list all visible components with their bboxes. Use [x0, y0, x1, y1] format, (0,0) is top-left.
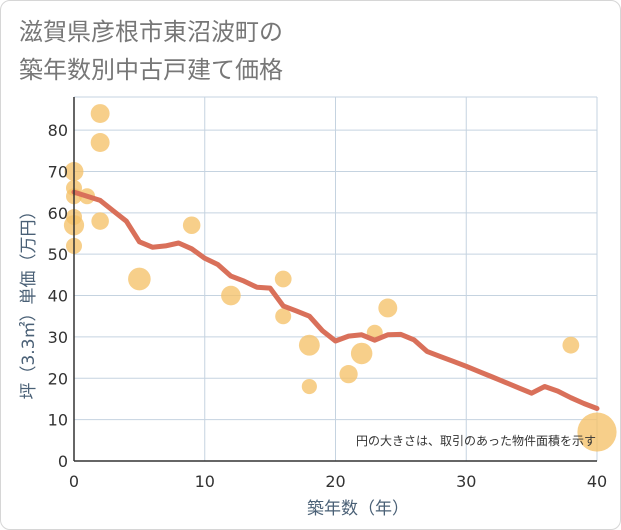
bubble-point — [562, 336, 580, 354]
x-tick-label: 0 — [69, 472, 79, 491]
x-tick-label: 10 — [195, 472, 215, 491]
bubble-point — [350, 342, 373, 365]
bubble-point — [301, 378, 317, 395]
bubble-point — [298, 334, 320, 356]
y-tick-label: 20 — [48, 369, 68, 388]
bubble-point — [275, 308, 292, 325]
grid-lines — [73, 96, 598, 461]
y-tick-label: 80 — [48, 121, 68, 140]
average-line — [71, 189, 600, 411]
title-line-1: 滋賀県彦根市東沼波町の — [19, 18, 283, 46]
y-tick-label: 50 — [48, 245, 68, 264]
bubble-point — [378, 298, 398, 318]
x-tick-label: 30 — [456, 472, 476, 491]
bubble-point — [274, 270, 292, 288]
average-line-series — [71, 189, 600, 411]
bubble-point — [91, 212, 109, 230]
y-tick-label: 60 — [48, 204, 68, 223]
bubble-size-note: 円の大きさは、取引のあった物件面積を示す — [356, 433, 596, 448]
bubble-point — [128, 267, 151, 291]
y-axis-title: 坪（3.3㎡）単価（万円） — [19, 202, 39, 399]
bubble-point — [90, 133, 110, 152]
x-tick-label: 40 — [587, 472, 607, 491]
x-tick-label: 20 — [325, 472, 345, 491]
y-tick-label: 70 — [48, 162, 68, 181]
bubble-point — [577, 412, 617, 452]
bubble-point — [339, 365, 358, 384]
y-tick-label: 30 — [48, 328, 68, 347]
bubble-point — [221, 285, 241, 306]
bubble-series — [63, 104, 617, 452]
bubble-point — [182, 216, 201, 234]
axes — [73, 97, 597, 462]
y-tick-label: 40 — [48, 287, 68, 306]
y-tick-label: 0 — [58, 452, 68, 471]
title-line-2: 築年数別中古戸建て価格 — [19, 56, 283, 84]
x-axis-title: 築年数（年） — [307, 499, 409, 519]
y-tick-label: 10 — [48, 411, 68, 430]
chart-title: 滋賀県彦根市東沼波町の 築年数別中古戸建て価格 — [19, 13, 283, 89]
tick-labels: 0 10 20 30 40 0 10 20 30 40 50 60 70 80 — [48, 121, 608, 491]
bubble-point — [90, 104, 110, 124]
